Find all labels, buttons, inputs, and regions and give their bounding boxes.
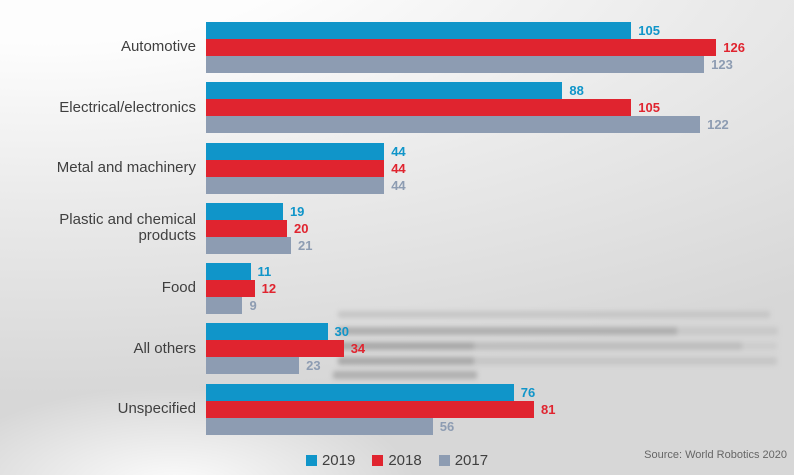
bar-2018 xyxy=(206,39,717,56)
bar-2017 xyxy=(206,297,243,315)
bar-2019 xyxy=(206,202,283,220)
category-label: Food xyxy=(161,279,196,297)
legend-item-2018: 2018 xyxy=(372,452,422,469)
bar-row-2017: 23 xyxy=(206,357,794,375)
bar-value-label: 21 xyxy=(298,237,313,253)
category-bars: 19 20 21 xyxy=(206,202,794,254)
legend-item-2017: 2017 xyxy=(438,452,489,469)
bar-2018 xyxy=(206,400,535,418)
category-label: Plastic and chemical products xyxy=(59,210,196,245)
category-group: Unspecified 76 81 56 xyxy=(0,383,794,435)
source-caption: Source: World Robotics 2020 xyxy=(644,449,787,461)
category-group: Automotive 105 126 123 xyxy=(0,22,794,73)
bar-row-2019: 44 xyxy=(206,142,794,160)
bar-value-label: 23 xyxy=(306,358,321,374)
bar-row-2017: 123 xyxy=(206,56,794,73)
bar-2017 xyxy=(206,176,385,194)
bar-value-label: 9 xyxy=(249,298,257,314)
bar-row-2019: 105 xyxy=(206,22,794,39)
bar-2018 xyxy=(206,99,632,117)
category-label: Unspecified xyxy=(117,400,196,418)
bar-row-2019: 11 xyxy=(206,263,794,281)
chart-legend: 2019 2018 2017 xyxy=(0,452,794,469)
bar-row-2019: 88 xyxy=(206,82,794,100)
bar-value-label: 105 xyxy=(638,100,660,116)
bar-value-label: 44 xyxy=(391,177,406,193)
bar-value-label: 122 xyxy=(707,117,729,133)
category-group: Metal and machinery 44 44 44 xyxy=(0,142,794,194)
bar-row-2018: 34 xyxy=(206,340,794,358)
bar-row-2017: 44 xyxy=(206,176,794,194)
bar-value-label: 34 xyxy=(350,341,366,357)
bar-value-label: 12 xyxy=(261,281,277,297)
category-bars: 88 105 122 xyxy=(206,82,794,134)
legend-swatch-icon xyxy=(438,455,450,466)
bar-value-label: 76 xyxy=(520,384,536,400)
bar-row-2018: 12 xyxy=(206,280,794,298)
bar-2019 xyxy=(206,22,632,39)
category-bars: 105 126 123 xyxy=(206,22,794,73)
bar-row-2017: 9 xyxy=(206,297,794,315)
legend-item-2019: 2019 xyxy=(305,452,356,469)
bar-value-label: 126 xyxy=(723,40,745,55)
bar-value-label: 81 xyxy=(541,401,556,417)
bar-2018 xyxy=(206,280,255,298)
legend-label: 2019 xyxy=(321,452,356,469)
bar-2017 xyxy=(206,56,705,73)
bar-chart-plot: Automotive 105 126 123 Electrical/electronic… xyxy=(0,22,794,435)
category-bars: 30 34 23 xyxy=(206,323,794,375)
category-group: Electrical/electronics 88 105 122 xyxy=(0,82,794,134)
category-label: Automotive xyxy=(120,38,196,56)
bar-value-label: 123 xyxy=(711,57,733,72)
bar-2019 xyxy=(206,142,385,160)
bar-2018 xyxy=(206,340,344,358)
category-label: All others xyxy=(133,339,196,357)
bar-row-2017: 122 xyxy=(206,116,794,134)
bar-2019 xyxy=(206,82,563,100)
bar-2017 xyxy=(206,116,701,134)
bar-value-label: 56 xyxy=(439,418,455,434)
bar-2017 xyxy=(206,417,433,435)
category-bars: 44 44 44 xyxy=(206,142,794,194)
bar-2019 xyxy=(206,383,514,401)
legend-swatch-icon xyxy=(372,455,384,466)
category-bars: 76 81 56 xyxy=(206,383,794,435)
legend-swatch-icon xyxy=(305,455,317,466)
category-label: Metal and machinery xyxy=(56,158,196,176)
category-group: All others 30 34 23 xyxy=(0,323,794,375)
bar-2019 xyxy=(206,263,251,281)
bar-2017 xyxy=(206,236,292,254)
bar-2019 xyxy=(206,323,328,341)
category-group: Food 11 12 9 xyxy=(0,263,794,315)
bar-value-label: 88 xyxy=(569,83,584,99)
bar-value-label: 44 xyxy=(391,160,406,176)
bar-value-label: 20 xyxy=(294,220,309,236)
bar-row-2017: 21 xyxy=(206,236,794,254)
category-group: Plastic and chemical products 19 20 21 xyxy=(0,202,794,254)
bar-row-2018: 105 xyxy=(206,99,794,117)
bar-value-label: 30 xyxy=(334,324,349,340)
bar-row-2018: 20 xyxy=(206,219,794,237)
bar-2017 xyxy=(206,357,300,375)
bar-value-label: 19 xyxy=(289,203,305,219)
bar-2018 xyxy=(206,159,385,177)
bar-row-2019: 30 xyxy=(206,323,794,341)
bar-row-2018: 81 xyxy=(206,400,794,418)
bar-row-2018: 44 xyxy=(206,159,794,177)
category-bars: 11 12 9 xyxy=(206,263,794,315)
bar-value-label: 44 xyxy=(391,143,406,159)
legend-label: 2018 xyxy=(388,452,422,469)
bar-2018 xyxy=(206,219,287,237)
legend-label: 2017 xyxy=(454,452,489,469)
bar-row-2019: 19 xyxy=(206,202,794,220)
bar-row-2019: 76 xyxy=(206,383,794,401)
bar-row-2017: 56 xyxy=(206,417,794,435)
bar-row-2018: 126 xyxy=(206,39,794,56)
bar-value-label: 11 xyxy=(257,264,272,280)
category-label: Electrical/electronics xyxy=(59,98,196,116)
bar-value-label: 105 xyxy=(638,23,660,38)
